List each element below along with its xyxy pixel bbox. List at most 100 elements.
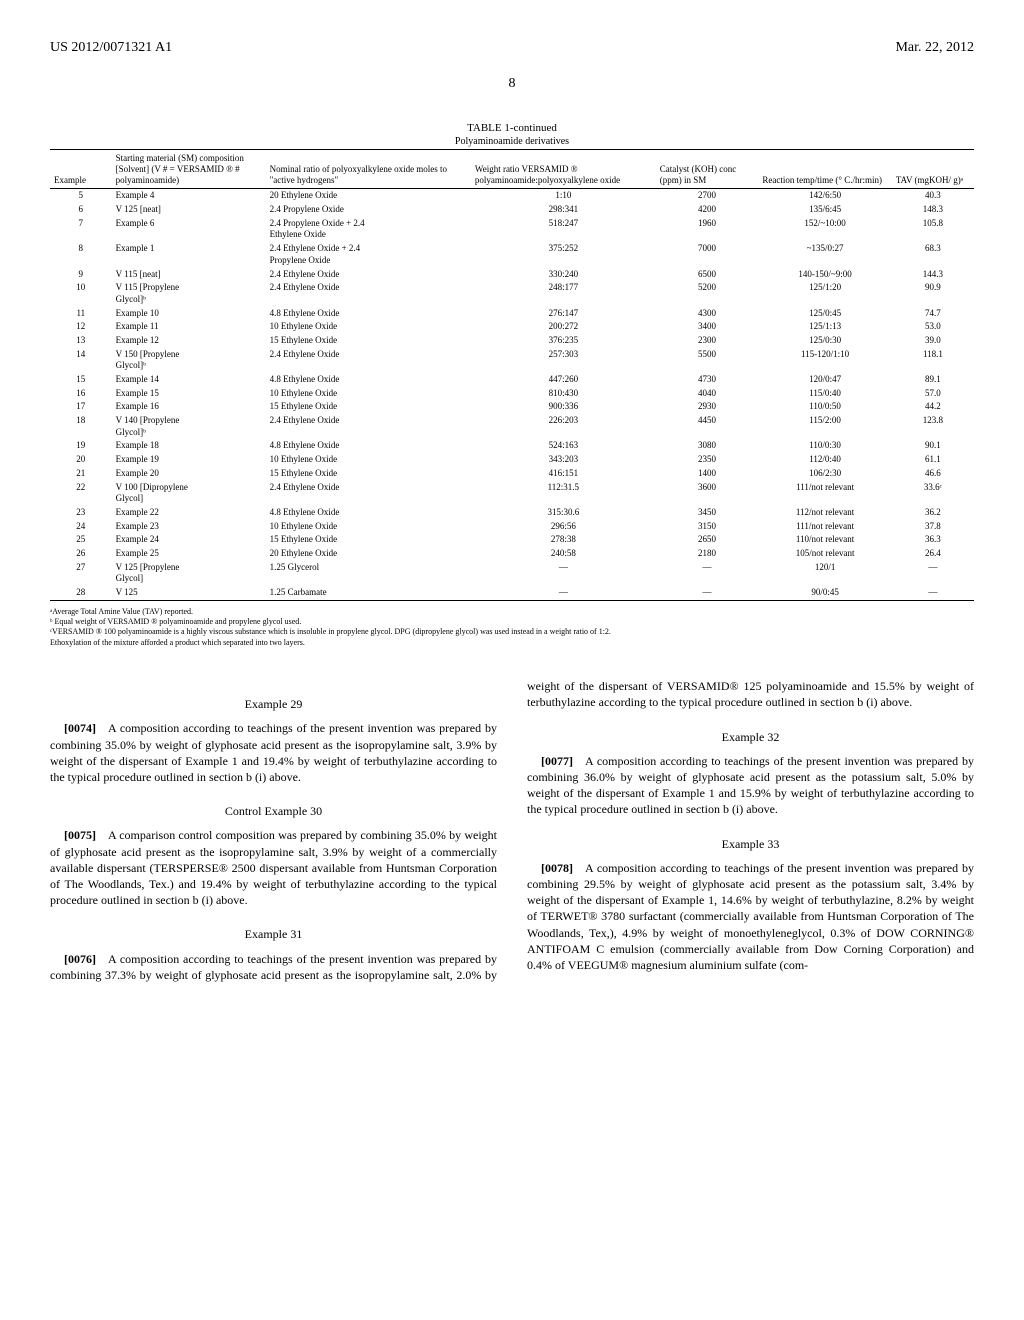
table-cell: 24 bbox=[50, 520, 112, 534]
table-cell: 810:430 bbox=[471, 387, 656, 401]
table-cell: 12 bbox=[50, 320, 112, 334]
table-cell: 10 Ethylene Oxide bbox=[266, 320, 471, 334]
example-heading: Example 32 bbox=[527, 729, 974, 745]
table-cell: Example 1 bbox=[112, 242, 266, 267]
table-cell: 1:10 bbox=[471, 189, 656, 203]
table-cell: 2.4 Ethylene Oxide bbox=[266, 281, 471, 306]
table-cell: 10 Ethylene Oxide bbox=[266, 453, 471, 467]
table-cell: 4730 bbox=[656, 373, 759, 387]
table-cell: — bbox=[471, 561, 656, 586]
example-heading: Example 33 bbox=[527, 836, 974, 852]
table-cell: 110/0:50 bbox=[758, 400, 891, 414]
table-cell: 15 bbox=[50, 373, 112, 387]
table-row: 12Example 1110 Ethylene Oxide200:2723400… bbox=[50, 320, 974, 334]
table-row: 8Example 12.4 Ethylene Oxide + 2.4 Propy… bbox=[50, 242, 974, 267]
table-cell: 37.8 bbox=[892, 520, 974, 534]
table-cell: 4.8 Ethylene Oxide bbox=[266, 439, 471, 453]
table-cell: 148.3 bbox=[892, 203, 974, 217]
table-cell: 15 Ethylene Oxide bbox=[266, 334, 471, 348]
table-cell: 6 bbox=[50, 203, 112, 217]
table-cell: 3400 bbox=[656, 320, 759, 334]
para-number: [0078] bbox=[541, 861, 573, 875]
table-row: 26Example 2520 Ethylene Oxide240:5821801… bbox=[50, 547, 974, 561]
table-cell: 2.4 Ethylene Oxide bbox=[266, 414, 471, 439]
table-cell: 125/1:13 bbox=[758, 320, 891, 334]
table-cell: Example 15 bbox=[112, 387, 266, 401]
table-cell: 140-150/~9:00 bbox=[758, 268, 891, 282]
table-row: 16Example 1510 Ethylene Oxide810:4304040… bbox=[50, 387, 974, 401]
body-text-columns: Example 29[0074] A composition according… bbox=[50, 678, 974, 983]
table-cell: 524:163 bbox=[471, 439, 656, 453]
table-row: 21Example 2015 Ethylene Oxide416:1511400… bbox=[50, 467, 974, 481]
table-cell: V 100 [Dipropylene Glycol] bbox=[112, 481, 266, 506]
table-cell: 144.3 bbox=[892, 268, 974, 282]
table-cell: 16 bbox=[50, 387, 112, 401]
table-row: 5Example 420 Ethylene Oxide1:102700142/6… bbox=[50, 189, 974, 203]
table-cell: 15 Ethylene Oxide bbox=[266, 400, 471, 414]
table-cell: 90.1 bbox=[892, 439, 974, 453]
table-cell: 90/0:45 bbox=[758, 586, 891, 600]
table-cell: V 140 [Propylene Glycol]ᵇ bbox=[112, 414, 266, 439]
table-cell: Example 23 bbox=[112, 520, 266, 534]
table-cell: 90.9 bbox=[892, 281, 974, 306]
table-cell: 226:203 bbox=[471, 414, 656, 439]
table-cell: Example 24 bbox=[112, 533, 266, 547]
table-cell: V 115 [Propylene Glycol]ᵇ bbox=[112, 281, 266, 306]
table-cell: 28 bbox=[50, 586, 112, 600]
table-cell: 22 bbox=[50, 481, 112, 506]
table-cell: 123.8 bbox=[892, 414, 974, 439]
table-cell: V 125 [neat] bbox=[112, 203, 266, 217]
table-title: TABLE 1-continued bbox=[50, 122, 974, 134]
table-cell: 39.0 bbox=[892, 334, 974, 348]
table-cell: 4450 bbox=[656, 414, 759, 439]
table-cell: 20 Ethylene Oxide bbox=[266, 547, 471, 561]
table-row: 24Example 2310 Ethylene Oxide296:5631501… bbox=[50, 520, 974, 534]
table-row: 13Example 1215 Ethylene Oxide376:2352300… bbox=[50, 334, 974, 348]
table-cell: 2350 bbox=[656, 453, 759, 467]
table-cell: 5200 bbox=[656, 281, 759, 306]
table-cell: 2650 bbox=[656, 533, 759, 547]
table-cell: 1400 bbox=[656, 467, 759, 481]
table-cell: 105.8 bbox=[892, 217, 974, 242]
table-subtitle: Polyaminoamide derivatives bbox=[50, 136, 974, 150]
table-cell: 3150 bbox=[656, 520, 759, 534]
table-cell: 112:31.5 bbox=[471, 481, 656, 506]
table-cell: 7 bbox=[50, 217, 112, 242]
table-cell: Example 6 bbox=[112, 217, 266, 242]
table-cell: 112/not relevant bbox=[758, 506, 891, 520]
table-cell: 2.4 Propylene Oxide + 2.4 Ethylene Oxide bbox=[266, 217, 471, 242]
table-cell: 105/not relevant bbox=[758, 547, 891, 561]
table-cell: 5 bbox=[50, 189, 112, 203]
table-row: 14V 150 [Propylene Glycol]ᵇ2.4 Ethylene … bbox=[50, 348, 974, 373]
table-cell: — bbox=[892, 586, 974, 600]
table-cell: 3080 bbox=[656, 439, 759, 453]
footnote: ᵇ Equal weight of VERSAMID ® polyaminoam… bbox=[50, 617, 974, 627]
table-cell: 74.7 bbox=[892, 307, 974, 321]
table-cell: 14 bbox=[50, 348, 112, 373]
table-cell: V 125 [Propylene Glycol] bbox=[112, 561, 266, 586]
table-cell: 120/0:47 bbox=[758, 373, 891, 387]
table-cell: 240:58 bbox=[471, 547, 656, 561]
table-cell: 2930 bbox=[656, 400, 759, 414]
table-cell: 2.4 Ethylene Oxide bbox=[266, 268, 471, 282]
table-cell: 111/not relevant bbox=[758, 520, 891, 534]
table-cell: 20 Ethylene Oxide bbox=[266, 189, 471, 203]
table-cell: 200:272 bbox=[471, 320, 656, 334]
table-cell: 2700 bbox=[656, 189, 759, 203]
table-cell: 375:252 bbox=[471, 242, 656, 267]
table-cell: 57.0 bbox=[892, 387, 974, 401]
table-cell: 2.4 Ethylene Oxide bbox=[266, 481, 471, 506]
table-cell: 330:240 bbox=[471, 268, 656, 282]
table-cell: Example 19 bbox=[112, 453, 266, 467]
table-cell: 18 bbox=[50, 414, 112, 439]
table-cell: Example 18 bbox=[112, 439, 266, 453]
table-cell: 7000 bbox=[656, 242, 759, 267]
table-cell: 17 bbox=[50, 400, 112, 414]
table-cell: 44.2 bbox=[892, 400, 974, 414]
table-cell: 120/1 bbox=[758, 561, 891, 586]
table-cell: 106/2:30 bbox=[758, 467, 891, 481]
table-cell: 53.0 bbox=[892, 320, 974, 334]
table-cell: 152/~10:00 bbox=[758, 217, 891, 242]
table-cell: 6500 bbox=[656, 268, 759, 282]
table-cell: 36.2 bbox=[892, 506, 974, 520]
